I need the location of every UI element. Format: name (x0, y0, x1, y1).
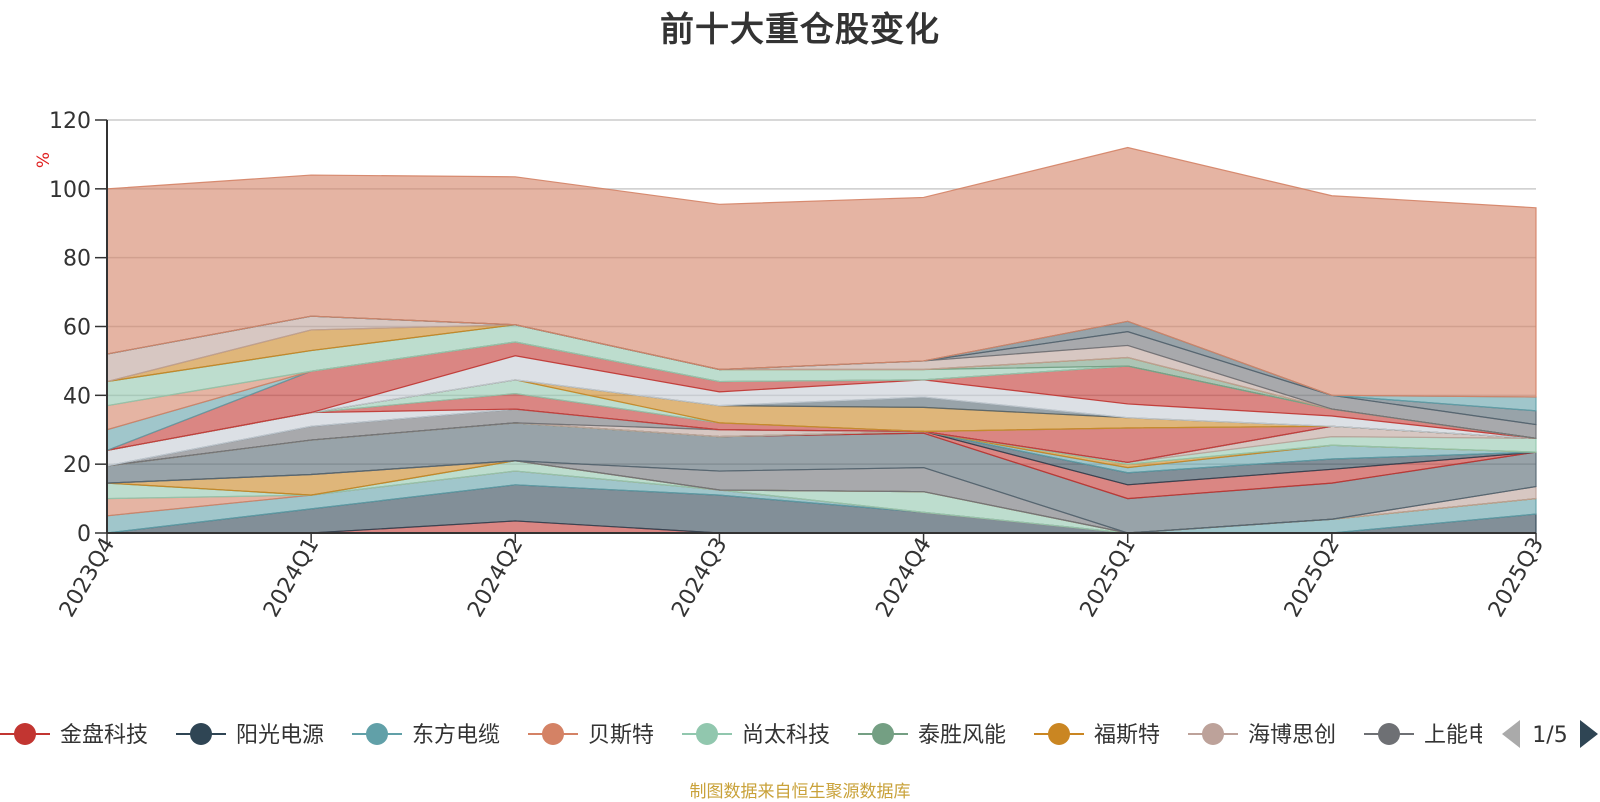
legend-marker (1202, 723, 1224, 745)
data-source-note: 制图数据来自恒生聚源数据库 (689, 782, 911, 802)
legend-marker (542, 723, 564, 745)
y-tick-label: 80 (63, 247, 91, 272)
legend-marker (1048, 723, 1070, 745)
y-tick-label: 40 (63, 384, 91, 409)
x-tick-label: 2025Q3 (1484, 534, 1549, 622)
y-tick-label: 20 (63, 453, 91, 478)
legend-pager[interactable]: 1/5 (1502, 720, 1598, 748)
legend-item[interactable]: 贝斯特 (528, 723, 654, 748)
legend-item[interactable]: 泰胜风能 (858, 723, 1006, 748)
legend-item[interactable]: 东方电缆 (352, 723, 500, 748)
pager-next-icon[interactable] (1580, 720, 1598, 748)
legend-label: 泰胜风能 (918, 723, 1006, 748)
legend-label: 上能电气 (1424, 723, 1512, 748)
x-tick-label: 2025Q1 (1076, 534, 1141, 622)
legend-label: 尚太科技 (742, 723, 830, 748)
x-tick-label: 2024Q4 (871, 534, 936, 622)
x-tick-label: 2024Q2 (463, 534, 528, 622)
y-tick-label: 100 (49, 178, 91, 203)
legend-item[interactable]: 阳光电源 (176, 723, 324, 748)
legend-marker (190, 723, 212, 745)
y-tick-label: 60 (63, 316, 91, 341)
y-axis-unit-label: % (34, 152, 54, 168)
pager-prev-icon[interactable] (1502, 720, 1520, 748)
legend-label: 海博思创 (1248, 723, 1336, 748)
y-tick-label: 120 (49, 109, 91, 134)
legend-item[interactable]: 海博思创 (1188, 723, 1336, 748)
legend-marker (872, 723, 894, 745)
legend-item[interactable]: 上能电气 (1364, 723, 1512, 748)
legend-label: 阳光电源 (236, 723, 324, 748)
area-series-其他 (106, 146, 1537, 398)
legend-marker (366, 723, 388, 745)
legend[interactable]: 金盘科技 阳光电源 东方电缆 贝斯特 尚太科技 泰胜风能 福斯特 海博思创 上能电气 (0, 723, 1512, 748)
y-tick-label: 0 (77, 522, 91, 547)
legend-item[interactable]: 福斯特 (1034, 723, 1160, 748)
x-tick-label: 2025Q2 (1280, 534, 1345, 622)
legend-marker (1378, 723, 1400, 745)
legend-item[interactable]: 尚太科技 (682, 723, 830, 748)
x-tick-label: 2024Q3 (667, 534, 732, 622)
area-series (106, 146, 1537, 534)
pager-page-indicator: 1/5 (1532, 723, 1567, 748)
legend-item[interactable]: 金盘科技 (0, 723, 148, 748)
x-tick-label: 2024Q1 (259, 534, 324, 622)
legend-label: 金盘科技 (60, 723, 148, 748)
legend-label: 贝斯特 (588, 723, 654, 748)
chart-title: 前十大重仓股变化 (660, 10, 940, 50)
legend-marker (14, 723, 36, 745)
legend-label: 福斯特 (1094, 723, 1160, 748)
legend-label: 东方电缆 (412, 723, 500, 748)
legend-marker (696, 723, 718, 745)
